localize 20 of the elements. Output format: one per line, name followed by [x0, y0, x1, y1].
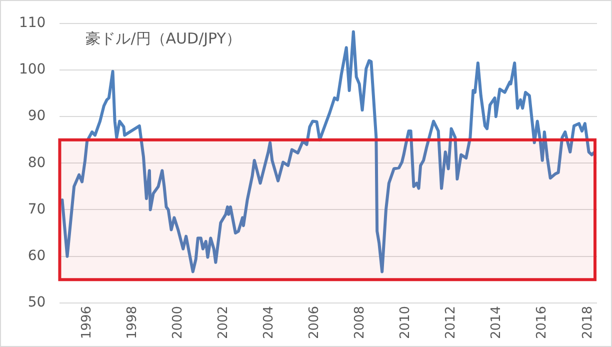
y-tick-label: 70: [28, 201, 46, 218]
x-tick-label: 2012: [444, 306, 459, 340]
x-tick-label: 2018: [580, 306, 596, 340]
x-tick-label: 2014: [489, 306, 504, 340]
x-tick-label: 1996: [79, 306, 94, 340]
x-tick-label: 2016: [534, 306, 550, 340]
x-tick-label: 2002: [216, 306, 232, 340]
y-tick-label: 60: [28, 248, 46, 264]
chart-title: 豪ドル/円（AUD/JPY）: [86, 29, 241, 48]
y-tick-label: 110: [18, 15, 46, 32]
y-tick-label: 50: [28, 294, 46, 311]
x-tick-label: 2004: [262, 306, 277, 340]
y-tick-label: 100: [18, 62, 46, 78]
x-tick-label: 1998: [124, 306, 140, 340]
x-tick-label: 2010: [398, 306, 414, 340]
x-tick-label: 2006: [307, 306, 322, 340]
y-tick-label: 80: [28, 154, 46, 171]
x-tick-label: 2008: [352, 306, 368, 340]
y-tick-label: 90: [28, 108, 46, 124]
x-tick-label: 2000: [170, 306, 186, 340]
